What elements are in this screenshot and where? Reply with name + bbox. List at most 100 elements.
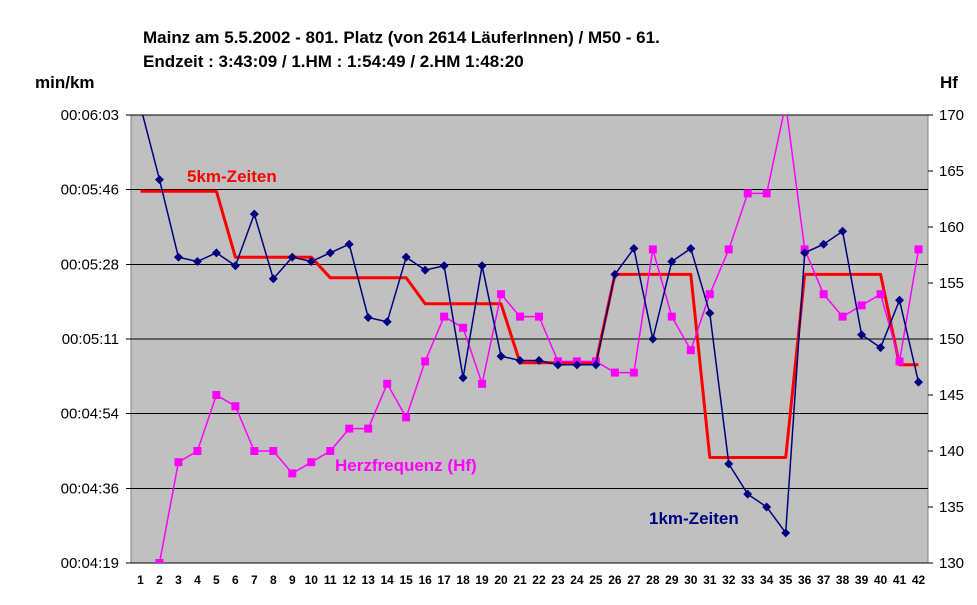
x-tick-label: 26	[608, 573, 622, 587]
hf-point	[193, 447, 202, 455]
hf-point	[762, 189, 771, 198]
1km-point	[876, 343, 886, 353]
x-tick-label: 23	[551, 573, 565, 587]
hf-point	[534, 312, 543, 321]
x-tick-label: 18	[456, 573, 470, 587]
x-tick-label: 24	[570, 573, 584, 587]
x-tick-label: 37	[817, 573, 831, 587]
1km-point	[420, 265, 430, 275]
1km-point	[591, 360, 601, 370]
1km-point	[192, 256, 202, 266]
1km-point	[439, 261, 449, 271]
y-right-axis-label: Hf	[940, 73, 958, 92]
y-left-tick-label: 00:05:11	[62, 331, 119, 348]
x-tick-label: 36	[798, 573, 812, 587]
y-left-tick-label: 00:06:03	[61, 107, 119, 124]
x-tick-label: 40	[874, 573, 888, 587]
1km-point	[534, 356, 544, 366]
y-right-tick-label: 170	[939, 107, 964, 124]
hf-point	[212, 391, 221, 399]
1km-point	[743, 489, 753, 499]
x-tick-label: 7	[251, 573, 258, 587]
x-tick-label: 28	[646, 573, 660, 587]
x-tick-label: 3	[175, 573, 182, 587]
y-right-tick-label: 135	[939, 499, 964, 516]
hf-point	[288, 469, 297, 478]
1km-point	[344, 239, 354, 249]
1km-point	[857, 330, 867, 340]
gridlines	[131, 114, 928, 564]
1km-point	[914, 377, 924, 387]
hf-point	[231, 402, 240, 411]
1km-point	[306, 256, 316, 266]
y-left-tick-label: 00:05:28	[61, 256, 119, 273]
x-tick-label: 19	[475, 573, 489, 587]
1km-point	[686, 244, 696, 254]
1km-point	[382, 317, 392, 327]
x-tick-label: 2	[156, 573, 163, 587]
y-left-tick-label: 00:04:19	[61, 555, 119, 572]
hf-point	[516, 312, 525, 321]
y-right-tick-label: 140	[939, 443, 964, 460]
hf-point	[648, 245, 657, 254]
x-tick-label: 27	[627, 573, 641, 587]
x-tick-label: 20	[494, 573, 508, 587]
hf-point	[857, 301, 866, 310]
hf-point	[667, 312, 676, 321]
x-tick-label: 29	[665, 573, 679, 587]
hf-point	[440, 312, 449, 321]
x-tick-label: 17	[437, 573, 451, 587]
1km-point	[401, 252, 411, 262]
x-tick-label: 32	[722, 573, 736, 587]
y-right-tick-label: 150	[939, 331, 964, 348]
hf-point	[705, 290, 714, 299]
hf-point	[629, 368, 638, 377]
1km-point	[477, 261, 487, 271]
hf-point	[155, 559, 164, 563]
x-tick-label: 13	[362, 573, 376, 587]
1km-point	[154, 175, 164, 185]
series-clip-group	[140, 115, 924, 563]
x-tick-label: 25	[589, 573, 603, 587]
1km-point	[249, 209, 259, 219]
series-1km-line	[141, 115, 920, 535]
1km-point	[325, 248, 335, 258]
1km-point	[629, 244, 639, 254]
hf-point	[326, 447, 335, 455]
hf-point	[459, 323, 468, 332]
x-tick-label: 30	[684, 573, 698, 587]
hf-point	[174, 458, 183, 467]
x-tick-label: 34	[760, 573, 774, 587]
1km-point	[724, 459, 734, 469]
hf-point	[914, 245, 923, 254]
hf-point	[478, 379, 487, 388]
x-tick-label: 11	[324, 573, 337, 587]
x-tick-label: 38	[836, 573, 850, 587]
x-tick-label: 14	[380, 573, 394, 587]
annotation-hf: Herzfrequenz (Hf)	[335, 456, 477, 475]
1km-point	[268, 274, 278, 284]
hf-point	[895, 357, 904, 366]
y-right-tick-label: 155	[939, 275, 964, 292]
1km-point	[895, 295, 905, 305]
1km-point	[667, 256, 677, 266]
x-tick-label: 6	[232, 573, 239, 587]
y-right-tick-label: 165	[939, 163, 964, 180]
y-right-tick-label: 145	[939, 387, 964, 404]
x-tick-label: 22	[532, 573, 546, 587]
1km-point	[515, 356, 525, 366]
y-left-tick-label: 00:04:54	[61, 406, 119, 423]
1km-point	[211, 248, 221, 258]
hf-point	[838, 312, 847, 321]
x-tick-label: 41	[893, 573, 907, 587]
x-tick-label: 35	[779, 573, 793, 587]
1km-point	[819, 239, 829, 249]
1km-point	[458, 373, 468, 383]
1km-point	[230, 261, 240, 271]
chart-title-line1: Mainz am 5.5.2002 - 801. Platz (von 2614…	[143, 28, 660, 47]
x-tick-label: 10	[305, 573, 319, 587]
1km-point	[553, 360, 563, 370]
hf-point	[364, 424, 373, 433]
1km-point	[781, 528, 791, 538]
